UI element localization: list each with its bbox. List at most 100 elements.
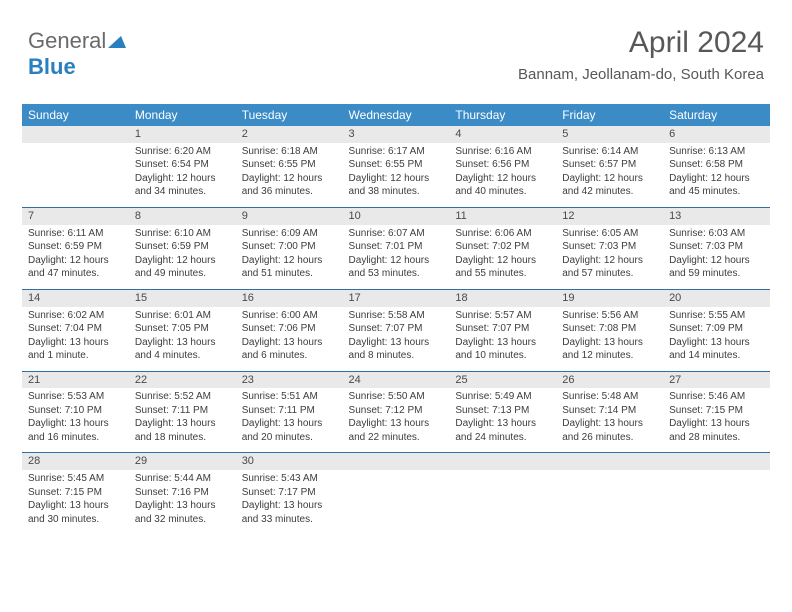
day-number: 28	[22, 453, 129, 470]
sunrise-text: Sunrise: 6:17 AM	[349, 145, 444, 159]
day-content: Sunrise: 5:45 AMSunset: 7:15 PMDaylight:…	[22, 470, 129, 534]
sunrise-text: Sunrise: 6:18 AM	[242, 145, 337, 159]
daylight-text: Daylight: 13 hours and 12 minutes.	[562, 336, 657, 363]
sunset-text: Sunset: 6:56 PM	[455, 158, 550, 172]
day-number: 23	[236, 372, 343, 389]
calendar-day-cell: 17Sunrise: 5:58 AMSunset: 7:07 PMDayligh…	[343, 289, 450, 371]
calendar-day-cell: 25Sunrise: 5:49 AMSunset: 7:13 PMDayligh…	[449, 371, 556, 453]
day-number: 17	[343, 290, 450, 307]
sunset-text: Sunset: 7:13 PM	[455, 404, 550, 418]
daylight-text: Daylight: 13 hours and 10 minutes.	[455, 336, 550, 363]
sunset-text: Sunset: 7:14 PM	[562, 404, 657, 418]
sunrise-text: Sunrise: 5:49 AM	[455, 390, 550, 404]
brand-logo: General Blue	[28, 28, 126, 80]
calendar-table: SundayMondayTuesdayWednesdayThursdayFrid…	[22, 104, 770, 534]
day-content: Sunrise: 6:20 AMSunset: 6:54 PMDaylight:…	[129, 143, 236, 207]
sunrise-text: Sunrise: 6:01 AM	[135, 309, 230, 323]
sunrise-text: Sunrise: 5:48 AM	[562, 390, 657, 404]
calendar-day-cell: 13Sunrise: 6:03 AMSunset: 7:03 PMDayligh…	[663, 207, 770, 289]
calendar-day-cell: 14Sunrise: 6:02 AMSunset: 7:04 PMDayligh…	[22, 289, 129, 371]
sunset-text: Sunset: 7:12 PM	[349, 404, 444, 418]
sunrise-text: Sunrise: 5:51 AM	[242, 390, 337, 404]
daylight-text: Daylight: 13 hours and 22 minutes.	[349, 417, 444, 444]
day-number: 27	[663, 372, 770, 389]
sunrise-text: Sunrise: 6:16 AM	[455, 145, 550, 159]
sunset-text: Sunset: 7:04 PM	[28, 322, 123, 336]
sunrise-text: Sunrise: 5:55 AM	[669, 309, 764, 323]
sunrise-text: Sunrise: 5:46 AM	[669, 390, 764, 404]
sunset-text: Sunset: 7:03 PM	[669, 240, 764, 254]
sunrise-text: Sunrise: 5:45 AM	[28, 472, 123, 486]
calendar-day-cell: 16Sunrise: 6:00 AMSunset: 7:06 PMDayligh…	[236, 289, 343, 371]
calendar-day-cell: 4Sunrise: 6:16 AMSunset: 6:56 PMDaylight…	[449, 126, 556, 207]
day-content: Sunrise: 5:50 AMSunset: 7:12 PMDaylight:…	[343, 388, 450, 452]
sunrise-text: Sunrise: 6:03 AM	[669, 227, 764, 241]
day-content: Sunrise: 6:01 AMSunset: 7:05 PMDaylight:…	[129, 307, 236, 371]
day-content: Sunrise: 5:53 AMSunset: 7:10 PMDaylight:…	[22, 388, 129, 452]
day-number: 2	[236, 126, 343, 143]
location-label: Bannam, Jeollanam-do, South Korea	[518, 66, 764, 83]
sunset-text: Sunset: 7:15 PM	[669, 404, 764, 418]
sunset-text: Sunset: 7:16 PM	[135, 486, 230, 500]
calendar-day-cell: 28Sunrise: 5:45 AMSunset: 7:15 PMDayligh…	[22, 453, 129, 534]
logo-triangle-icon	[108, 28, 126, 54]
sunset-text: Sunset: 7:05 PM	[135, 322, 230, 336]
calendar-day-cell: 7Sunrise: 6:11 AMSunset: 6:59 PMDaylight…	[22, 207, 129, 289]
daylight-text: Daylight: 13 hours and 18 minutes.	[135, 417, 230, 444]
sunrise-text: Sunrise: 6:14 AM	[562, 145, 657, 159]
daylight-text: Daylight: 12 hours and 59 minutes.	[669, 254, 764, 281]
sunrise-text: Sunrise: 6:07 AM	[349, 227, 444, 241]
day-content: Sunrise: 5:56 AMSunset: 7:08 PMDaylight:…	[556, 307, 663, 371]
calendar-week-row: 1Sunrise: 6:20 AMSunset: 6:54 PMDaylight…	[22, 126, 770, 207]
sunset-text: Sunset: 6:54 PM	[135, 158, 230, 172]
sunrise-text: Sunrise: 6:10 AM	[135, 227, 230, 241]
sunset-text: Sunset: 6:59 PM	[135, 240, 230, 254]
daylight-text: Daylight: 12 hours and 36 minutes.	[242, 172, 337, 199]
sunrise-text: Sunrise: 6:20 AM	[135, 145, 230, 159]
daylight-text: Daylight: 12 hours and 42 minutes.	[562, 172, 657, 199]
calendar-day-cell: 11Sunrise: 6:06 AMSunset: 7:02 PMDayligh…	[449, 207, 556, 289]
sunrise-text: Sunrise: 6:05 AM	[562, 227, 657, 241]
day-number: 5	[556, 126, 663, 143]
day-content: Sunrise: 5:49 AMSunset: 7:13 PMDaylight:…	[449, 388, 556, 452]
sunset-text: Sunset: 7:06 PM	[242, 322, 337, 336]
sunset-text: Sunset: 7:07 PM	[349, 322, 444, 336]
day-number-empty	[343, 453, 450, 470]
calendar-day-cell: 18Sunrise: 5:57 AMSunset: 7:07 PMDayligh…	[449, 289, 556, 371]
day-number: 24	[343, 372, 450, 389]
calendar-day-cell: 29Sunrise: 5:44 AMSunset: 7:16 PMDayligh…	[129, 453, 236, 534]
day-number: 11	[449, 208, 556, 225]
day-content: Sunrise: 6:16 AMSunset: 6:56 PMDaylight:…	[449, 143, 556, 207]
calendar-day-cell	[22, 126, 129, 207]
calendar-week-row: 7Sunrise: 6:11 AMSunset: 6:59 PMDaylight…	[22, 207, 770, 289]
sunset-text: Sunset: 6:55 PM	[349, 158, 444, 172]
weekday-header: Thursday	[449, 104, 556, 126]
day-content: Sunrise: 5:46 AMSunset: 7:15 PMDaylight:…	[663, 388, 770, 452]
day-number: 1	[129, 126, 236, 143]
sunset-text: Sunset: 6:57 PM	[562, 158, 657, 172]
brand-part2: Blue	[28, 54, 76, 79]
sunset-text: Sunset: 7:10 PM	[28, 404, 123, 418]
day-content: Sunrise: 6:07 AMSunset: 7:01 PMDaylight:…	[343, 225, 450, 289]
calendar-day-cell: 12Sunrise: 6:05 AMSunset: 7:03 PMDayligh…	[556, 207, 663, 289]
day-number: 7	[22, 208, 129, 225]
day-content: Sunrise: 5:48 AMSunset: 7:14 PMDaylight:…	[556, 388, 663, 452]
calendar-day-cell	[663, 453, 770, 534]
sunset-text: Sunset: 6:59 PM	[28, 240, 123, 254]
daylight-text: Daylight: 12 hours and 51 minutes.	[242, 254, 337, 281]
daylight-text: Daylight: 13 hours and 8 minutes.	[349, 336, 444, 363]
calendar-day-cell: 26Sunrise: 5:48 AMSunset: 7:14 PMDayligh…	[556, 371, 663, 453]
calendar-day-cell: 1Sunrise: 6:20 AMSunset: 6:54 PMDaylight…	[129, 126, 236, 207]
day-number: 22	[129, 372, 236, 389]
calendar-week-row: 14Sunrise: 6:02 AMSunset: 7:04 PMDayligh…	[22, 289, 770, 371]
day-number: 4	[449, 126, 556, 143]
calendar-day-cell	[556, 453, 663, 534]
sunrise-text: Sunrise: 6:00 AM	[242, 309, 337, 323]
daylight-text: Daylight: 12 hours and 38 minutes.	[349, 172, 444, 199]
calendar-day-cell: 6Sunrise: 6:13 AMSunset: 6:58 PMDaylight…	[663, 126, 770, 207]
day-number-empty	[556, 453, 663, 470]
calendar-day-cell: 20Sunrise: 5:55 AMSunset: 7:09 PMDayligh…	[663, 289, 770, 371]
daylight-text: Daylight: 13 hours and 1 minute.	[28, 336, 123, 363]
day-number: 29	[129, 453, 236, 470]
sunrise-text: Sunrise: 5:43 AM	[242, 472, 337, 486]
